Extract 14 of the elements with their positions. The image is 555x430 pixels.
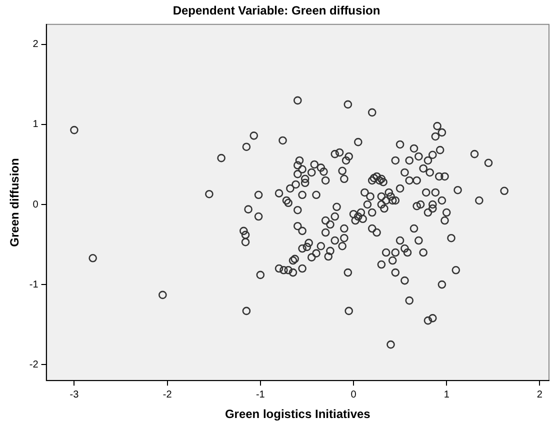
y-tick-label: 0: [32, 199, 39, 210]
y-axis-title: Green diffusion: [8, 158, 22, 247]
y-tick-label: -2: [29, 359, 39, 370]
x-tick-label: 2: [536, 389, 543, 400]
x-tick-label: -1: [256, 389, 266, 400]
x-axis-title: Green logistics Initiatives: [224, 407, 371, 422]
x-tick-label: -2: [162, 389, 172, 400]
y-tick-label: -1: [29, 279, 39, 290]
x-tick-label: 0: [350, 389, 357, 400]
x-tick-label: 1: [444, 389, 450, 400]
x-tick-label: -3: [70, 389, 80, 400]
chart-title: Dependent Variable: Green diffusion: [172, 4, 380, 18]
y-tick-label: 2: [32, 39, 39, 50]
y-tick-label: 1: [32, 119, 39, 130]
